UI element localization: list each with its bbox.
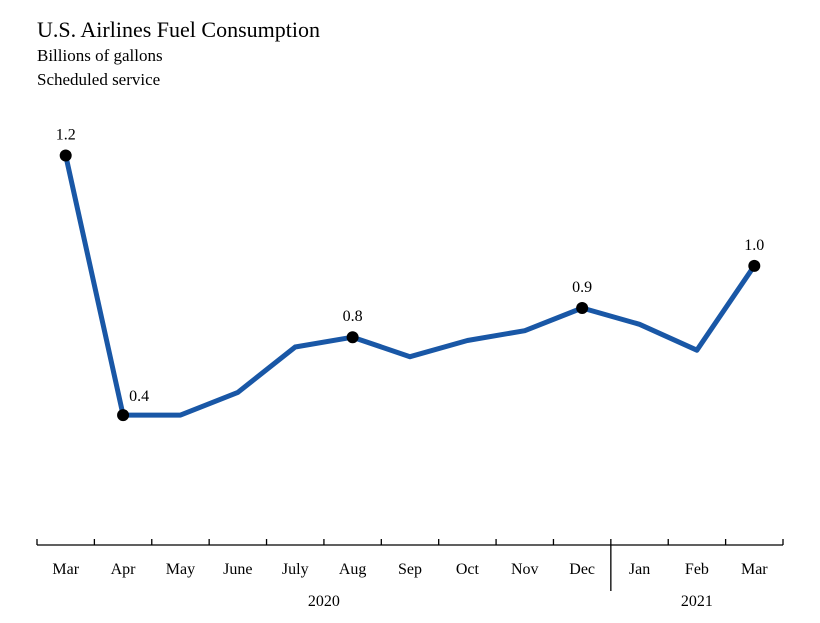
x-tick-label: June xyxy=(223,561,252,578)
title-block: U.S. Airlines Fuel Consumption Billions … xyxy=(37,16,320,92)
data-point-marker xyxy=(117,409,130,422)
data-label: 1.2 xyxy=(56,126,76,143)
x-tick-label: Nov xyxy=(511,561,539,578)
chart-subtitle-service: Scheduled service xyxy=(37,70,161,89)
x-tick-label: Mar xyxy=(52,561,79,578)
year-label: 2021 xyxy=(681,593,713,610)
data-point-marker xyxy=(346,331,359,344)
data-label: 0.4 xyxy=(129,388,149,405)
x-tick-label: Aug xyxy=(339,561,367,578)
data-label: 1.0 xyxy=(744,237,764,254)
x-tick-label: Feb xyxy=(685,561,709,578)
chart-subtitle-units: Billions of gallons xyxy=(37,46,163,65)
x-tick-label: Dec xyxy=(569,561,595,578)
data-label: 0.8 xyxy=(343,308,363,325)
x-tick-label: Sep xyxy=(398,561,422,578)
x-tick-label: July xyxy=(282,561,309,578)
data-point-marker xyxy=(576,302,589,315)
x-tick-label: Jan xyxy=(629,561,650,578)
x-tick-label: Apr xyxy=(111,561,137,578)
x-tick-label: Mar xyxy=(741,561,768,578)
chart-title: U.S. Airlines Fuel Consumption xyxy=(37,17,320,42)
data-label: 0.9 xyxy=(572,279,592,296)
series-line xyxy=(63,152,757,418)
data-point-marker xyxy=(748,259,761,272)
x-tick-label: May xyxy=(166,561,195,578)
x-tick-label: Oct xyxy=(456,561,480,578)
data-point-marker xyxy=(59,149,72,162)
year-label: 2020 xyxy=(308,593,340,610)
